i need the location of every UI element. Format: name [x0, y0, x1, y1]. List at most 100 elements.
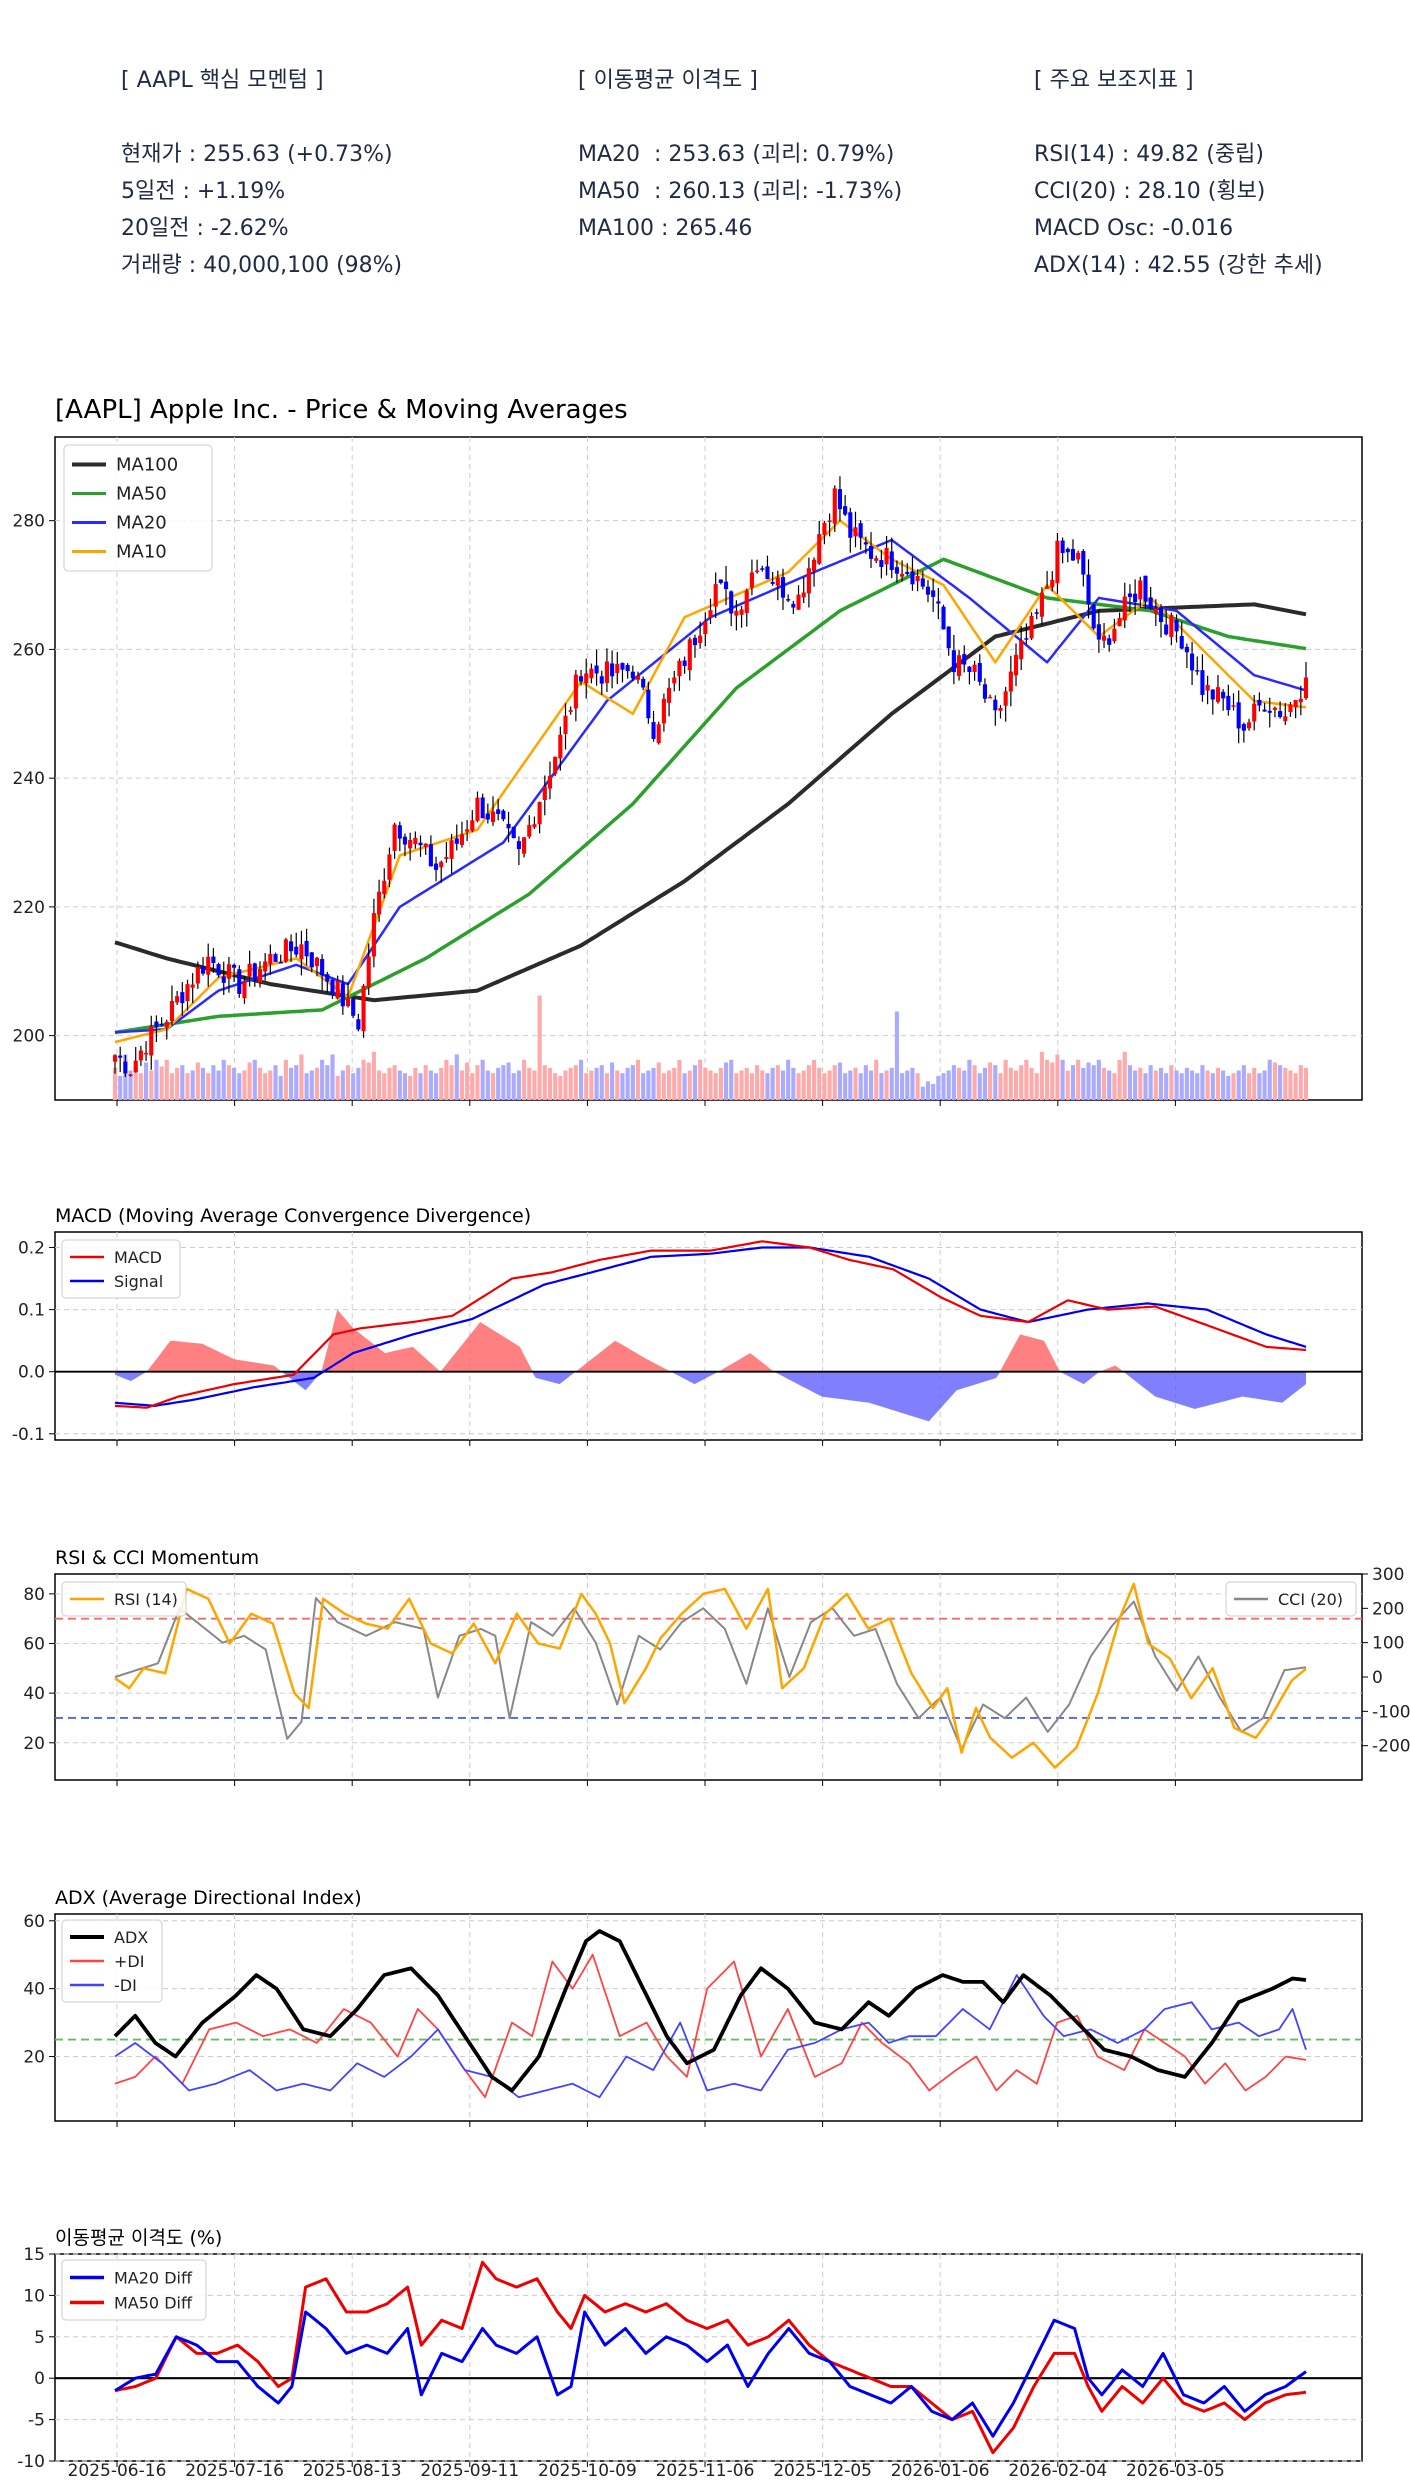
candle-body [185, 984, 190, 1002]
volume-bar [325, 1065, 330, 1100]
volume-bar [589, 1070, 594, 1100]
y2-tick-label: 200 [1372, 1599, 1404, 1619]
candle-body [490, 811, 496, 822]
ma-gap-line: MA100 : 265.46 [578, 216, 753, 241]
y2-tick-label: 100 [1372, 1634, 1404, 1654]
x-tick-label: 2025-09-11 [420, 2461, 519, 2481]
volume-bar [118, 1075, 123, 1100]
candle-body [594, 665, 599, 674]
candle-body [620, 663, 625, 670]
candle-body [112, 1055, 118, 1062]
volume-bar [677, 1059, 682, 1100]
volume-bar [1210, 1073, 1215, 1100]
candle-body [418, 842, 423, 846]
candle-body [1086, 574, 1091, 605]
x-tick-label: 2026-01-06 [891, 2461, 990, 2481]
candle-body [1039, 592, 1044, 617]
candle-body [1303, 677, 1309, 699]
candle-body [677, 660, 682, 677]
candle-body [1288, 704, 1293, 713]
candle-body [1246, 722, 1252, 729]
ma20-diff-line [114, 2310, 1307, 2438]
candle-body [822, 522, 827, 535]
volume-bar [573, 1065, 578, 1100]
candle-body [439, 861, 444, 868]
volume-bar [278, 1075, 283, 1100]
volume-bar [625, 1067, 630, 1100]
volume-bar [361, 1059, 366, 1100]
candle-body [1241, 724, 1246, 731]
volume-bar [755, 1065, 760, 1100]
candle-body [470, 820, 475, 831]
volume-bar [817, 1067, 822, 1100]
candle-body [138, 1050, 143, 1061]
volume-bar [1164, 1073, 1169, 1100]
candle-body [423, 843, 428, 847]
volume-bar [1272, 1062, 1277, 1100]
volume-bar [941, 1073, 946, 1100]
candle-body [848, 512, 853, 538]
indicator-title: [ 주요 보조지표 ] [1034, 68, 1194, 93]
candle-body [1138, 580, 1143, 600]
y-tick-label: 0.2 [18, 1239, 45, 1259]
candle-body [1024, 638, 1029, 640]
volume-bar [1122, 1051, 1127, 1100]
volume-bar [263, 1073, 268, 1100]
volume-bar [288, 1067, 294, 1100]
volume-bar [889, 1067, 894, 1100]
candle-body [144, 1052, 149, 1055]
volume-bar [1050, 1062, 1055, 1100]
candle-body [206, 956, 211, 975]
candle-body [563, 715, 568, 734]
candle-body [154, 1021, 159, 1027]
candle-body [946, 626, 951, 649]
volume-bar [1190, 1070, 1195, 1100]
legend-box [61, 1919, 163, 2003]
x-tick-label: 2025-10-09 [538, 2461, 637, 2481]
candle-body [1045, 586, 1050, 589]
candle-body [516, 841, 521, 850]
candle-body [1262, 709, 1267, 712]
candle-body [1107, 638, 1112, 645]
legend-label: MA100 [116, 455, 178, 476]
candle-body [589, 668, 594, 679]
volume-bar [397, 1070, 402, 1100]
volume-bar [568, 1067, 573, 1100]
candle-body [667, 687, 672, 703]
volume-bar [936, 1075, 941, 1100]
volume-bar [154, 1059, 159, 1100]
y2-tick-label: 0 [1372, 1668, 1383, 1688]
candle-body [123, 1061, 128, 1074]
candle-body [1153, 608, 1158, 614]
volume-bar [299, 1054, 304, 1100]
candle-body [382, 880, 387, 895]
volume-bar [796, 1073, 801, 1100]
candle-body [356, 1019, 361, 1030]
candle-body [827, 520, 832, 522]
candle-body [604, 661, 609, 684]
candle-body [330, 979, 335, 995]
volume-bar [832, 1065, 837, 1100]
volume-bar [480, 1059, 485, 1100]
ma-diff-title: 이동평균 이격도 (%) [55, 2227, 222, 2249]
volume-bar [1133, 1070, 1138, 1100]
candle-body [1184, 646, 1189, 653]
volume-bar [1246, 1073, 1252, 1100]
candle-body [786, 599, 791, 601]
volume-bar [1019, 1065, 1024, 1100]
candle-body [863, 542, 868, 545]
volume-bar [1169, 1065, 1174, 1100]
volume-bar [144, 1062, 149, 1100]
momentum-line: 거래량 : 40,000,100 (98%) [121, 253, 403, 278]
candle-body [630, 671, 635, 679]
volume-bar [1226, 1075, 1231, 1100]
volume-bar [195, 1062, 200, 1100]
volume-bar [433, 1073, 439, 1100]
candle-body [216, 964, 221, 976]
candle-body [967, 666, 972, 672]
volume-bar [708, 1070, 713, 1100]
volume-bar [112, 1067, 118, 1100]
candle-body [568, 710, 573, 712]
candle-body [1101, 635, 1107, 641]
candle-body [558, 734, 563, 759]
